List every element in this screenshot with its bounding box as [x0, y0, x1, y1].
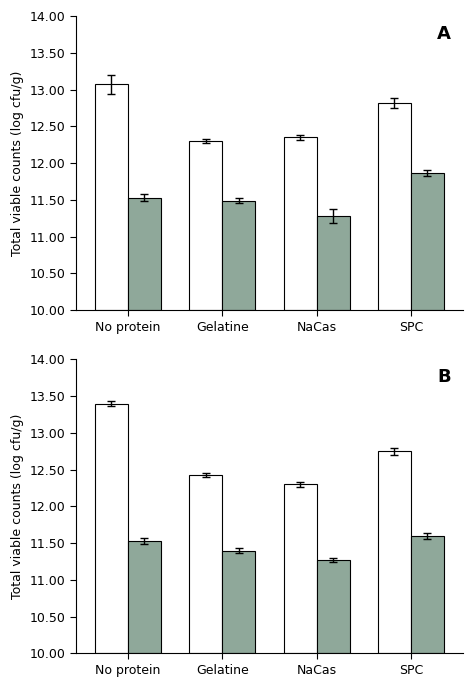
Bar [222, 201, 255, 310]
Bar [411, 173, 444, 310]
Bar [222, 550, 255, 654]
Bar [95, 404, 128, 654]
Bar [189, 141, 222, 310]
Bar [317, 560, 350, 654]
Y-axis label: Total viable counts (log cfu/g): Total viable counts (log cfu/g) [11, 413, 24, 599]
Bar [95, 85, 128, 310]
Bar [128, 541, 161, 654]
Bar [378, 451, 411, 654]
Text: B: B [438, 368, 451, 386]
Bar [317, 216, 350, 310]
Bar [411, 536, 444, 654]
Bar [283, 484, 317, 654]
Y-axis label: Total viable counts (log cfu/g): Total viable counts (log cfu/g) [11, 70, 24, 256]
Bar [189, 475, 222, 654]
Bar [378, 103, 411, 310]
Bar [128, 197, 161, 310]
Text: A: A [438, 25, 451, 43]
Bar [283, 138, 317, 310]
